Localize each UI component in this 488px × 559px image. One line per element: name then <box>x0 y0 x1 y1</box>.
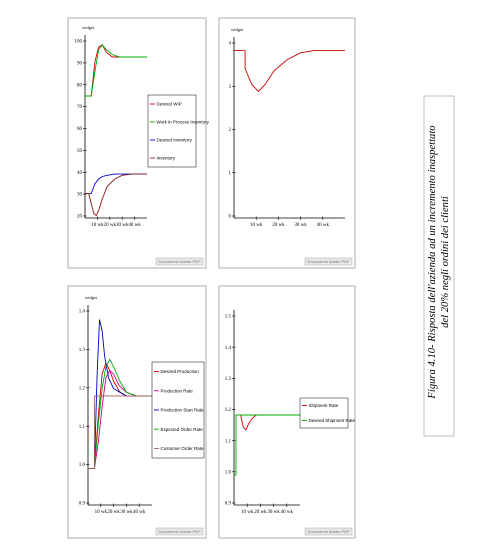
y-tick-label: 1.0 <box>79 463 86 468</box>
y-axis-label: widget <box>231 27 244 32</box>
y-tick-label: 1.2 <box>79 386 86 391</box>
y-tick-label: 40 <box>77 171 83 176</box>
y-tick-label: 20 <box>77 215 83 220</box>
y-tick-label: 50 <box>77 149 83 154</box>
x-tick-label: 10 wk <box>95 510 108 515</box>
x-tick-label: 20 wk <box>107 510 120 515</box>
x-tick-label: 10 wk <box>241 510 254 515</box>
legend-entry: Expected Order Rate <box>161 427 204 432</box>
legend-entry: Desired Production <box>161 369 200 374</box>
y-tick-label: 1.0 <box>225 470 232 475</box>
y-axis-label: widget <box>82 25 95 30</box>
watermark-box <box>304 257 353 266</box>
caption-line-1: Figura 4.10- Risposta dell'azienda ad un… <box>427 125 438 399</box>
x-tick-label: 10 wk <box>91 223 104 228</box>
y-tick-label: 100 <box>75 40 83 45</box>
y-tick-label: 1.1 <box>79 425 86 430</box>
legend-entry: Work in Process Inventory <box>157 120 210 125</box>
watermark-box <box>155 257 204 266</box>
watermark-text: Documento Adobe PDF <box>307 529 350 534</box>
y-tick-label: 1.5 <box>225 315 232 320</box>
y-tick-label: 80 <box>77 83 83 88</box>
legend-entry: Desired WIP <box>157 102 182 107</box>
watermark-box <box>155 527 204 536</box>
x-tick-label: 40 wk <box>281 510 294 515</box>
legend-entry: Desired Inventory <box>157 138 193 143</box>
x-tick-label: 20 wk <box>104 223 117 228</box>
legend: Shipment Rate Desired Shipment Rate <box>299 397 356 429</box>
x-tick-label: 30 wk <box>116 223 129 228</box>
series-line-2 <box>85 44 147 97</box>
caption-line-2: del 20% negli ordini dei clienti <box>440 196 451 328</box>
y-tick-label: 2 <box>229 128 232 133</box>
x-tick-label: 20 wk <box>272 223 285 228</box>
legend-box <box>299 397 349 429</box>
legend-entry: Customer Order Rate <box>161 446 205 451</box>
series-line-4 <box>88 358 152 470</box>
chart-panel-1: widget 100 90 80 70 60 50 40 30 20 10 wk 20 wk 30 wk… <box>67 17 210 269</box>
series-line-2 <box>234 414 300 476</box>
y-tick-label: 0.9 <box>79 502 86 507</box>
caption-frame <box>423 95 455 437</box>
series-line-5 <box>88 395 152 470</box>
x-tick-label: 10 wk <box>250 223 263 228</box>
chart-panel-4: 1.5 1.4 1.3 1.2 1.1 1.0 0.9 10 wk 20 wk 30 wk 40 w… <box>218 285 356 539</box>
x-tick-label: 40 wk <box>133 510 146 515</box>
watermark-text: Documento Adobe PDF <box>158 529 201 534</box>
y-tick-label: 1.4 <box>79 310 86 315</box>
x-tick-label: 20 wk <box>254 510 267 515</box>
x-tick-label: 40 wk <box>317 223 330 228</box>
x-tick-label: 30 wk <box>267 510 280 515</box>
y-tick-label: 0 <box>229 215 232 220</box>
y-tick-label: 0.9 <box>225 502 232 507</box>
y-tick-label: 30 <box>77 193 83 198</box>
panel-frame <box>218 17 356 269</box>
figure-caption: Figura 4.10- Risposta dell'azienda ad un… <box>427 125 451 399</box>
legend-entry: Shipment Rate <box>309 403 339 408</box>
y-tick-label: 1 <box>229 171 232 176</box>
y-tick-label: 3 <box>229 85 232 90</box>
y-tick-label: 1.1 <box>225 439 232 444</box>
y-tick-label: 60 <box>77 127 83 132</box>
legend-entry: Production Rate <box>161 388 194 393</box>
x-tick-label: 40 wk <box>128 223 141 228</box>
y-tick-label: 1.3 <box>79 348 86 353</box>
series-line-1 <box>234 50 345 92</box>
legend-entry: Desired Shipment Rate <box>309 418 356 423</box>
y-tick-label: 90 <box>77 61 83 66</box>
watermark-text: Documento Adobe PDF <box>158 259 201 264</box>
y-tick-label: 1.3 <box>225 377 232 382</box>
watermark-box <box>304 527 353 536</box>
legend-box <box>151 361 205 459</box>
chart-panel-3: widget 1.4 1.3 1.2 1.1 1.0 0.9 10 wk 20 wk 30 wk 4… <box>67 285 207 539</box>
legend-entry: Production Start Rate <box>161 408 205 413</box>
y-tick-label: 1.4 <box>225 346 232 351</box>
x-tick-label: 30 wk <box>294 223 307 228</box>
y-axis-label: widget <box>85 295 98 300</box>
chart-panel-2: widget 4 3 2 1 0 10 wk 20 wk 30 wk 40 wk Documento… <box>218 17 356 269</box>
y-tick-label: 1.2 <box>225 408 232 413</box>
watermark-text: Documento Adobe PDF <box>307 259 350 264</box>
legend: Desired WIP Work in Process Inventory Desi… <box>147 94 210 168</box>
series-line-4 <box>85 173 147 217</box>
legend-entry: Inventory <box>157 156 176 161</box>
y-tick-label: 70 <box>77 105 83 110</box>
x-tick-label: 30 wk <box>120 510 133 515</box>
legend: Desired Production Production Rate Product… <box>151 361 205 459</box>
legend-box <box>147 94 197 168</box>
y-tick-label: 4 <box>229 42 232 47</box>
